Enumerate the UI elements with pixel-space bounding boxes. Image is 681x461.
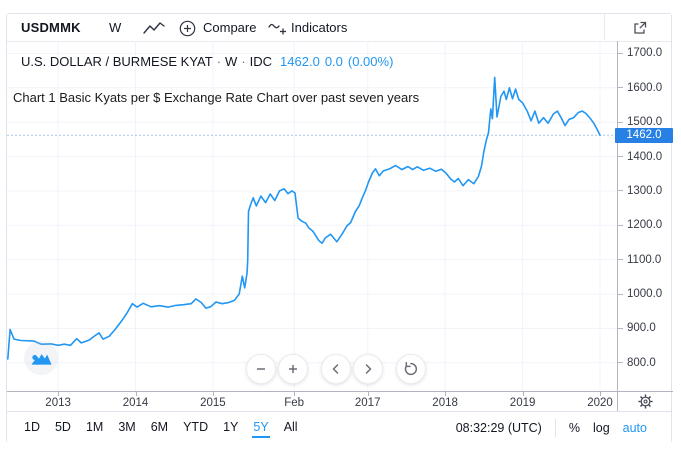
squiggle-plus-icon (268, 23, 286, 34)
compare-button[interactable] (179, 19, 196, 37)
chart-title: U.S. DOLLAR / BURMESE KYAT (21, 54, 213, 69)
time-axis-tick (600, 392, 601, 396)
indicators-button[interactable] (268, 19, 287, 37)
symbol-button[interactable]: USDMMK (21, 20, 81, 35)
zoom-in-button[interactable] (278, 354, 308, 384)
tradingview-logo[interactable] (24, 341, 58, 375)
price-axis-label: 1100.0 (627, 253, 662, 266)
date-range-selector: 1D 5D 1M 3M 6M YTD 1Y 5Y All (7, 418, 299, 438)
price-axis-label: 1000.0 (627, 288, 663, 300)
time-axis-label: 2015 (200, 397, 226, 409)
bottom-toolbar: 1D 5D 1M 3M 6M YTD 1Y 5Y All 08:32:29 (UTC) % lo… (7, 411, 671, 444)
range-button-1y[interactable]: 1Y (223, 420, 239, 434)
time-axis-label: Feb (284, 397, 305, 409)
range-button-ytd[interactable]: YTD (183, 420, 209, 434)
log-scale-button[interactable]: log (592, 421, 610, 435)
price-axis[interactable]: 800.0 900.0 1000.0 1100.0 1200.0 1300.0 1400.0… (617, 41, 673, 391)
price-series-line (7, 76, 601, 360)
last-price-badge: 1462.0 (615, 127, 673, 143)
range-button-5y[interactable]: 5Y (252, 418, 270, 438)
reset-arrow-icon (404, 361, 418, 376)
minus-icon (257, 368, 265, 370)
range-button-all[interactable]: All (283, 420, 298, 434)
chart-interval: W (225, 54, 238, 69)
price-axis-tick (618, 362, 623, 364)
chart-legend: U.S. DOLLAR / BURMESE KYAT · W · IDC 1462.0 0.… (21, 54, 394, 69)
price-axis-tick (618, 327, 623, 329)
bottom-toolbar-divider (554, 419, 556, 437)
time-axis-tick (294, 392, 296, 396)
price-axis-tick (618, 259, 623, 261)
compare-button-label[interactable]: Compare (203, 20, 257, 35)
zoom-out-button[interactable] (246, 354, 276, 384)
chevron-left-icon (332, 364, 339, 374)
axis-settings-button[interactable] (617, 391, 673, 411)
time-axis-label: 2014 (122, 397, 149, 409)
price-axis-tick (618, 121, 623, 123)
range-button-5d[interactable]: 5D (54, 420, 71, 434)
tradingview-mountains-logo (30, 354, 52, 365)
price-axis-label: 800.0 (627, 356, 656, 369)
chart-plot-area[interactable] (7, 41, 617, 391)
toolbar-divider (604, 14, 605, 40)
price-axis-label: 1300.0 (627, 184, 663, 197)
price-axis-label: 1600.0 (627, 81, 663, 94)
time-axis-tick (367, 392, 369, 396)
price-axis-label: 1200.0 (627, 219, 663, 232)
range-button-1d[interactable]: 1D (24, 420, 40, 434)
open-in-new-window-button[interactable] (629, 17, 651, 39)
chart-type-button[interactable] (143, 19, 165, 37)
indicators-button-label[interactable]: Indicators (291, 20, 348, 35)
price-axis-label: 900.0 (627, 322, 656, 335)
time-axis[interactable]: 2013 2014 2015 Feb 2017 2018 2019 2020 (7, 391, 617, 412)
interval-button[interactable]: W (109, 20, 122, 35)
price-axis-tick (618, 52, 623, 54)
bottom-toolbar-right: 08:32:29 (UTC) % log auto (456, 419, 671, 437)
line-chart-icon (143, 22, 165, 34)
time-axis-tick (445, 392, 447, 396)
chart-annotation-text: Chart 1 Basic Kyats per $ Exchange Rate … (13, 90, 420, 105)
time-axis-label: 2020 (587, 397, 613, 409)
price-axis-tick (618, 293, 623, 295)
range-button-6m[interactable]: 6M (150, 420, 169, 434)
price-change-percent: (0.00%) (347, 54, 394, 69)
scroll-right-button[interactable] (353, 354, 383, 384)
clock[interactable]: 08:32:29 (UTC) (455, 421, 542, 435)
range-button-3m[interactable]: 3M (118, 420, 136, 434)
price-axis-tick (618, 224, 623, 226)
gear-icon (638, 394, 653, 409)
time-axis-tick (58, 392, 60, 396)
circle-plus-icon (179, 20, 196, 36)
price-axis-tick (618, 190, 623, 192)
price-axis-label: 1400.0 (627, 150, 663, 163)
top-toolbar: USDMMK W Compare Indicators (7, 14, 671, 42)
chart-exchange: IDC (249, 54, 273, 69)
price-axis-label: 1700.0 (627, 47, 663, 60)
reset-chart-button[interactable] (396, 354, 426, 384)
time-axis-label: 2019 (509, 397, 536, 409)
last-price-value: 1462.0 (280, 54, 320, 69)
percent-scale-button[interactable]: % (568, 421, 580, 435)
time-axis-label: 2017 (354, 397, 381, 409)
chart-widget-panel: USDMMK W Compare Indicators (6, 13, 673, 444)
time-axis-tick (135, 392, 137, 396)
price-axis-tick (618, 156, 623, 157)
chevron-right-icon (365, 364, 372, 374)
price-axis-label: 1500.0 (627, 116, 663, 129)
price-axis-tick (618, 87, 623, 89)
time-axis-label: 2013 (45, 397, 71, 409)
time-axis-tick (522, 392, 524, 396)
time-axis-label: 2018 (432, 397, 458, 409)
price-change: 0.0 (324, 54, 343, 69)
range-button-1m[interactable]: 1M (85, 420, 104, 434)
time-axis-tick (212, 392, 214, 396)
plus-icon (289, 365, 297, 373)
scroll-left-button[interactable] (321, 354, 351, 384)
auto-scale-button[interactable]: auto (622, 421, 647, 435)
external-link-icon (634, 21, 647, 34)
